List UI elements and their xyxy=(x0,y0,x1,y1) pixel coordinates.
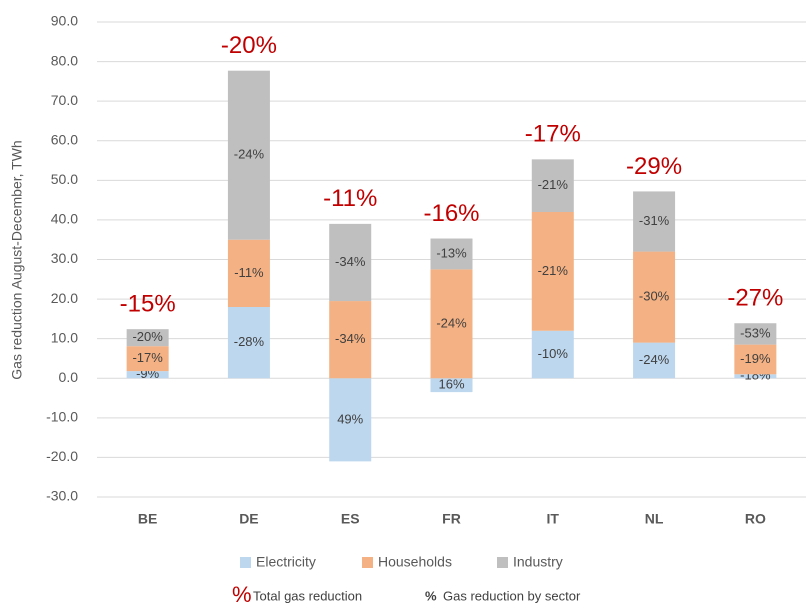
footnote-total-symbol: % xyxy=(232,582,252,606)
total-label: -17% xyxy=(525,121,581,148)
y-tick-label: -20.0 xyxy=(46,448,78,464)
sector-label: -31% xyxy=(639,213,670,228)
sector-label: -28% xyxy=(234,334,265,349)
y-tick-label: 10.0 xyxy=(51,329,78,345)
total-label: -11% xyxy=(323,185,377,212)
y-tick-label: 60.0 xyxy=(51,131,78,147)
sector-label: -13% xyxy=(436,245,467,260)
y-tick-label: 50.0 xyxy=(51,171,78,187)
sector-label: -21% xyxy=(538,177,569,192)
sector-label: -24% xyxy=(639,352,670,367)
sector-label: 16% xyxy=(438,377,464,392)
sector-label: -24% xyxy=(234,147,265,162)
bar-segment xyxy=(734,344,777,375)
sector-label: 49% xyxy=(337,411,363,426)
sector-label: -34% xyxy=(335,254,366,269)
sector-label: -34% xyxy=(335,331,366,346)
legend-swatch xyxy=(362,557,373,568)
x-tick-label: FR xyxy=(442,511,461,527)
sector-label: -53% xyxy=(740,325,771,340)
sector-label: -10% xyxy=(538,346,569,361)
sector-label: -30% xyxy=(639,289,670,304)
sector-label: -21% xyxy=(538,263,569,278)
y-tick-label: 0.0 xyxy=(59,369,79,385)
sector-label: -17% xyxy=(132,350,163,365)
bar-segment xyxy=(430,378,473,393)
bar-segment xyxy=(734,374,777,379)
legend-swatch xyxy=(497,557,508,568)
total-label: -16% xyxy=(423,200,479,227)
legend-label: Industry xyxy=(513,554,563,570)
bar-segment xyxy=(227,239,270,307)
x-tick-label: BE xyxy=(138,511,157,527)
total-label: -27% xyxy=(727,285,783,312)
sector-label: -11% xyxy=(234,265,264,280)
footnote-sector-text: Gas reduction by sector xyxy=(443,588,581,603)
bar-segment xyxy=(633,191,676,252)
bar-segment xyxy=(430,269,473,379)
bar-segment xyxy=(531,159,574,212)
sector-label: -20% xyxy=(132,329,163,344)
bar-segment xyxy=(633,342,676,379)
total-label: -15% xyxy=(120,291,176,318)
legend-label: Electricity xyxy=(256,554,316,570)
y-tick-label: 30.0 xyxy=(51,250,78,266)
y-tick-label: -10.0 xyxy=(46,409,78,425)
x-tick-label: ES xyxy=(341,511,360,527)
x-tick-label: NL xyxy=(645,511,664,527)
y-tick-label: -30.0 xyxy=(46,488,78,504)
bar-segment xyxy=(329,301,372,379)
bar-segment xyxy=(430,238,473,270)
total-label: -29% xyxy=(626,153,682,180)
x-tick-label: RO xyxy=(745,511,766,527)
y-tick-label: 20.0 xyxy=(51,290,78,306)
bar-segment xyxy=(734,323,777,345)
bar-segment xyxy=(126,371,169,379)
footnote-total-text: Total gas reduction xyxy=(253,588,362,603)
bar-segment xyxy=(531,330,574,379)
bar-segment xyxy=(633,251,676,343)
bar-segment xyxy=(227,70,270,240)
legend-swatch xyxy=(240,557,251,568)
bar-segment xyxy=(126,329,169,347)
footnote-sector-symbol: % xyxy=(425,588,437,603)
bar-segment xyxy=(227,307,270,379)
bar-segment xyxy=(329,378,372,462)
sector-label: -24% xyxy=(436,315,467,330)
x-tick-label: IT xyxy=(547,511,560,527)
y-tick-label: 90.0 xyxy=(51,13,78,29)
bar-segment xyxy=(531,212,574,331)
y-axis-title: Gas reduction August-December, TWh xyxy=(9,140,25,379)
bar-segment xyxy=(126,346,169,372)
x-tick-label: DE xyxy=(239,511,258,527)
total-label: -20% xyxy=(221,32,277,59)
y-tick-label: 40.0 xyxy=(51,211,78,227)
bar-segment xyxy=(329,223,372,302)
legend-label: Households xyxy=(378,554,452,570)
y-tick-label: 70.0 xyxy=(51,92,78,108)
sector-label: -19% xyxy=(740,351,771,366)
y-tick-label: 80.0 xyxy=(51,52,78,68)
